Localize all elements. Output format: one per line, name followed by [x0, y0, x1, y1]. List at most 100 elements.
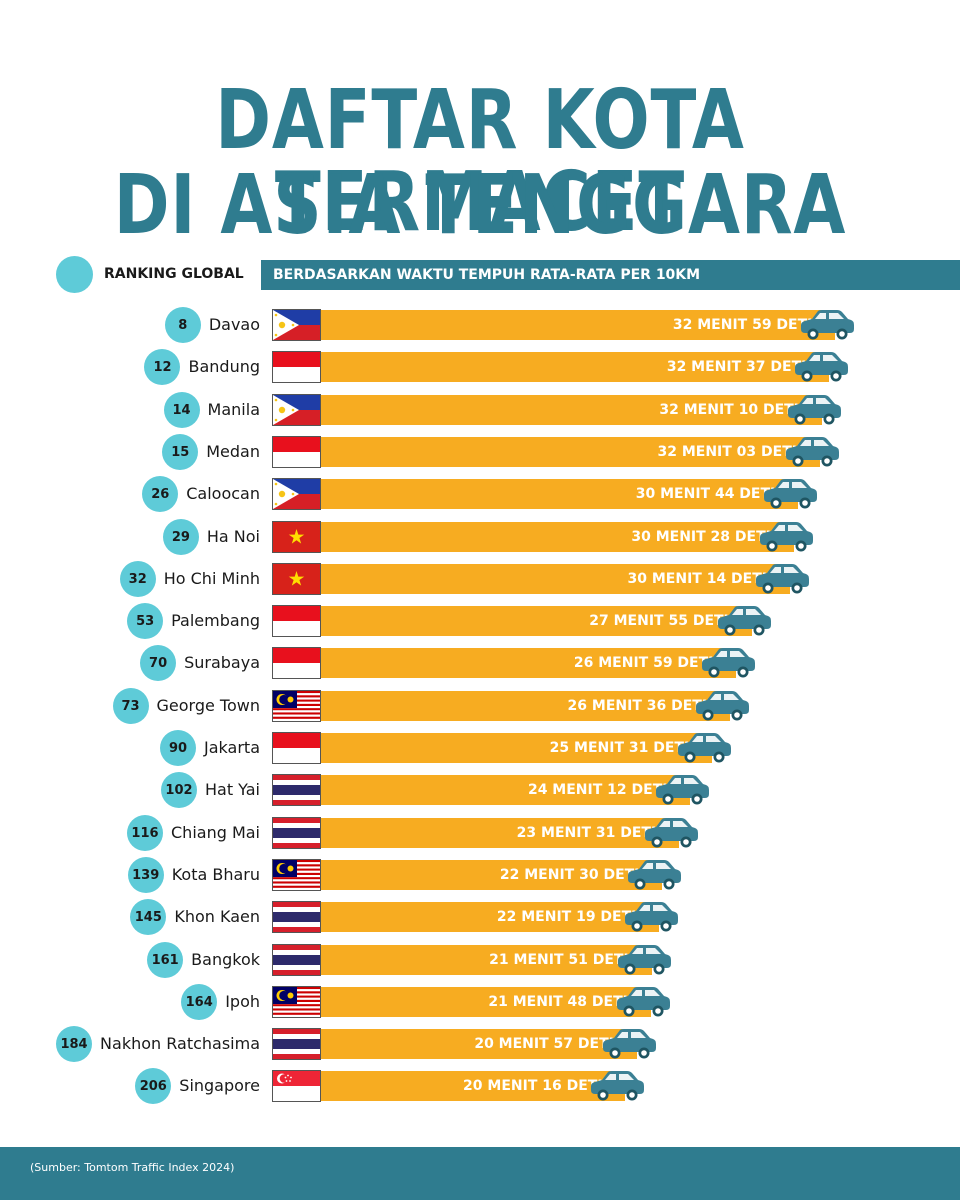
- city-label: Ipoh: [225, 992, 260, 1011]
- rank-badge: 73: [112, 688, 149, 724]
- bar-time-label: 27 MENIT 55 DETIK: [589, 613, 740, 629]
- car-icon: [798, 307, 856, 343]
- chart-row: Ipoh 164 21 MENIT 48 DETIK: [0, 984, 960, 1020]
- city-label: Nakhon Ratchasima: [100, 1034, 260, 1053]
- city-label: Chiang Mai: [171, 823, 260, 842]
- city-label: Manila: [207, 400, 260, 419]
- chart-row: Jakarta 90 25 MENIT 31 DETIK: [0, 730, 960, 766]
- bar: [321, 818, 679, 848]
- bar-time-label: 26 MENIT 59 DETIK: [573, 655, 725, 671]
- rank-badge: 139: [127, 857, 164, 893]
- city-label: Hat Yai: [204, 780, 260, 799]
- flag-indonesia-icon: [272, 647, 321, 679]
- flag-vietnam-icon: [272, 521, 321, 553]
- chart-row: Caloocan 26 30 MENIT 44 DETIK: [0, 476, 960, 512]
- rank-badge: 145: [130, 899, 167, 935]
- car-icon: [642, 815, 700, 851]
- city-label: Ho Chi Minh: [163, 569, 260, 588]
- rank-badge: 8: [164, 307, 201, 343]
- chart-row: Khon Kaen 145 22 MENIT 19 DETIK: [0, 899, 960, 935]
- chart-row: Davao 8 32 MENIT 59 DETIK: [0, 307, 960, 343]
- city-label: Bangkok: [191, 950, 260, 969]
- bar-time-label: 32 MENIT 59 DETIK: [672, 317, 824, 333]
- car-icon: [792, 349, 850, 385]
- car-icon: [693, 688, 751, 724]
- city-label: George Town: [156, 696, 260, 715]
- chart-row: Singapore 206 20 MENIT 16 DETIK: [0, 1068, 960, 1104]
- rank-badge: 15: [162, 434, 199, 470]
- rank-badge: 90: [160, 730, 197, 766]
- bar: [321, 987, 651, 1017]
- chart-row: Ho Chi Minh 32 30 MENIT 14 DETIK: [0, 561, 960, 597]
- city-label: Medan: [206, 442, 260, 461]
- city-label: Singapore: [179, 1076, 260, 1095]
- bar-time-label: 25 MENIT 31 DETIK: [549, 740, 701, 756]
- flag-malaysia-icon: [272, 986, 321, 1018]
- bar: [321, 1071, 626, 1101]
- rank-badge: 116: [127, 815, 163, 851]
- rank-badge: 102: [160, 772, 197, 808]
- rank-badge: 12: [144, 349, 181, 385]
- city-label: Caloocan: [186, 484, 260, 503]
- chart-row: Palembang 53 27 MENIT 55 DETIK: [0, 603, 960, 639]
- chart-row: Manila 14 32 MENIT 10 DETIK: [0, 392, 960, 428]
- car-icon: [753, 561, 811, 597]
- chart-row: Ha Noi 29 30 MENIT 28 DETIK: [0, 519, 960, 555]
- rank-badge: 32: [119, 561, 156, 597]
- bar: [321, 902, 660, 932]
- bar-time-label: 32 MENIT 03 DETIK: [657, 444, 808, 460]
- flag-indonesia-icon: [272, 732, 321, 764]
- bar: [321, 437, 820, 467]
- car-icon: [625, 857, 683, 893]
- bar-time-label: 22 MENIT 19 DETIK: [496, 909, 648, 925]
- bar-time-label: 30 MENIT 28 DETIK: [631, 529, 782, 545]
- rank-badge: 29: [162, 519, 199, 555]
- bar-time-label: 24 MENIT 12 DETIK: [527, 782, 679, 798]
- flag-thailand-icon: [272, 817, 321, 849]
- bar: [321, 1029, 637, 1059]
- car-icon: [600, 1026, 658, 1062]
- chart-row: Kota Bharu 139 22 MENIT 30 DETIK: [0, 857, 960, 893]
- bar-time-label: 23 MENIT 31 DETIK: [516, 825, 668, 841]
- ranking-legend-dot: [56, 256, 93, 293]
- bar-time-label: 22 MENIT 30 DETIK: [499, 867, 651, 883]
- bar-time-label: 30 MENIT 14 DETIK: [627, 571, 778, 587]
- car-icon: [622, 899, 680, 935]
- car-icon: [757, 519, 815, 555]
- rank-badge: 206: [135, 1068, 172, 1104]
- bar: [321, 606, 752, 636]
- rank-badge: 70: [140, 645, 177, 681]
- bar-time-label: 21 MENIT 48 DETIK: [488, 994, 639, 1010]
- car-icon: [588, 1068, 646, 1104]
- rank-badge: 184: [56, 1026, 93, 1062]
- flag-thailand-icon: [272, 944, 321, 976]
- car-icon: [675, 730, 733, 766]
- flag-thailand-icon: [272, 1028, 321, 1060]
- city-label: Davao: [208, 315, 260, 334]
- car-icon: [761, 476, 819, 512]
- bar: [321, 733, 712, 763]
- car-icon: [614, 984, 672, 1020]
- flag-indonesia-icon: [272, 605, 321, 637]
- flag-thailand-icon: [272, 901, 321, 933]
- rank-badge: 26: [142, 476, 179, 512]
- bar-time-label: 32 MENIT 37 DETIK: [666, 359, 818, 375]
- flag-indonesia-icon: [272, 351, 321, 383]
- chart-header-bar: BERDASARKAN WAKTU TEMPUH RATA-RATA PER 1…: [261, 260, 960, 290]
- chart-row: Bandung 12 32 MENIT 37 DETIK: [0, 349, 960, 385]
- bar-time-label: 21 MENIT 51 DETIK: [489, 952, 640, 968]
- bar: [321, 648, 737, 678]
- ranking-legend-label: RANKING GLOBAL: [104, 266, 244, 282]
- chart-row: Bangkok 161 21 MENIT 51 DETIK: [0, 942, 960, 978]
- rank-badge: 161: [147, 942, 184, 978]
- bar: [321, 395, 822, 425]
- bar: [321, 945, 652, 975]
- chart-row: George Town 73 26 MENIT 36 DETIK: [0, 688, 960, 724]
- flag-malaysia-icon: [272, 690, 321, 722]
- source-note: (Sumber: Tomtom Traffic Index 2024): [30, 1161, 235, 1174]
- chart-row: Nakhon Ratchasima 184 20 MENIT 57 DETIK: [0, 1026, 960, 1062]
- car-icon: [715, 603, 773, 639]
- flag-philippines-icon: [272, 394, 321, 426]
- car-icon: [615, 942, 673, 978]
- page-title-line-1: DAFTAR KOTA TERMACET: [215, 73, 745, 250]
